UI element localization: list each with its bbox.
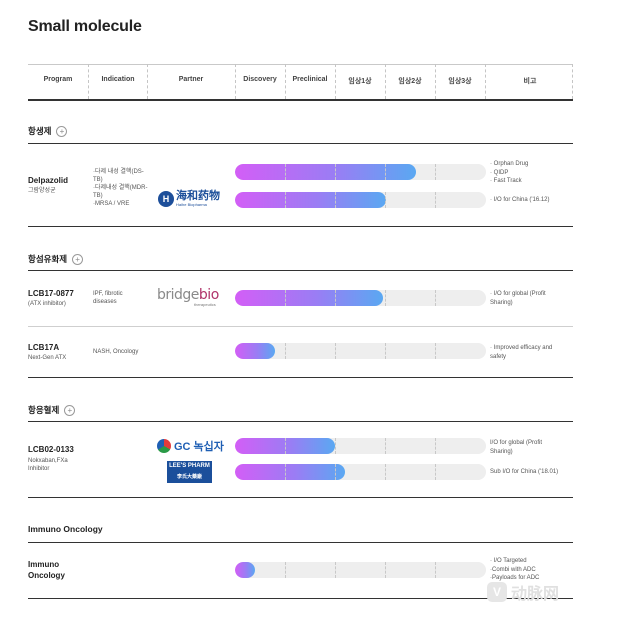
- watermark-text: 动脉网: [511, 586, 560, 603]
- section-header-immuno-oncology: Immuno Oncology: [28, 524, 103, 534]
- program-subtitle: (ATX inhibitor): [28, 301, 66, 307]
- section-divider: [28, 421, 573, 422]
- program-name: Immuno Oncology: [28, 560, 65, 580]
- remark-text: · Orphan Drug · QIDP · Fast Track: [490, 161, 529, 184]
- column-header-phase1: 임상1상: [348, 78, 372, 85]
- column-header-phase3: 임상3상: [448, 78, 472, 85]
- progress-fill: [235, 290, 384, 306]
- section-header-antifibrotics[interactable]: 항섬유화제 +: [28, 253, 84, 265]
- progress-bar: [235, 192, 486, 208]
- page-title: Small molecule: [28, 18, 142, 35]
- indication-text: NASH, Oncology: [93, 349, 139, 355]
- column-divider: [385, 64, 386, 99]
- column-header-program: Program: [43, 76, 73, 83]
- watermark-logo-icon: V: [487, 582, 507, 602]
- column-divider: [572, 64, 573, 99]
- partner-logo-gc: GC 녹십자: [157, 438, 224, 454]
- watermark: V 动脉网: [487, 580, 559, 604]
- progress-fill: [235, 464, 346, 480]
- program-subtitle: 그람양성균: [28, 188, 56, 194]
- column-divider: [485, 64, 486, 99]
- program-subtitle: Next-Gen ATX: [28, 355, 67, 361]
- progress-fill: [235, 562, 256, 578]
- program-name: LCB17A: [28, 343, 60, 352]
- section-title: 항섬유화제: [28, 254, 68, 264]
- section-divider: [28, 497, 573, 498]
- progress-bar: [235, 438, 486, 454]
- header-bottom-divider: [28, 99, 573, 101]
- column-header-discovery: Discovery: [243, 76, 277, 83]
- progress-bar: [235, 464, 486, 480]
- column-header-indication: Indication: [101, 76, 135, 83]
- partner-name: 海和药物: [176, 190, 220, 202]
- indication-text: IPF, fibrotic diseases: [93, 291, 123, 305]
- column-divider: [88, 64, 89, 99]
- expand-plus-icon[interactable]: +: [64, 404, 76, 416]
- column-divider: [285, 64, 286, 99]
- indication-text: ·다제 내성 결핵(DS-TB) ·다제내성 결핵(MDR-TB) ·MRSA …: [93, 169, 148, 207]
- remark-text: · I/O Targeted ·Combi with ADC ·Payloads…: [490, 558, 540, 581]
- gc-logo-icon: [157, 439, 171, 453]
- section-divider: [28, 226, 573, 227]
- column-header-remarks: 비고: [523, 78, 537, 85]
- program-name: LCB02-0133: [28, 445, 74, 454]
- program-name: LCB17-0877: [28, 289, 74, 298]
- column-header-partner: Partner: [178, 76, 204, 83]
- progress-bar: [235, 290, 486, 306]
- partner-logo-haihe: H 海和药物 Haihe Biopharma: [158, 191, 220, 207]
- haihe-logo-icon: H: [158, 191, 174, 207]
- progress-bar: [235, 562, 486, 578]
- partner-logo-lees-pharm: LEE'S PHARM 李氏大藥廠: [167, 461, 212, 483]
- remark-text: · Improved efficacy and safety: [490, 345, 553, 360]
- progress-bar: [235, 343, 486, 359]
- remark-text: I/O for global (Profit Sharing): [490, 440, 543, 455]
- remark-text: · I/O for global (Profit Sharing): [490, 291, 546, 306]
- column-divider: [147, 64, 148, 99]
- section-divider: [28, 143, 573, 144]
- section-title: 항응혈제: [28, 405, 60, 415]
- section-divider: [28, 542, 573, 543]
- progress-bar: [235, 164, 486, 180]
- header-top-divider: [28, 64, 573, 65]
- column-header-preclinical: Preclinical: [292, 76, 328, 83]
- section-divider: [28, 270, 573, 271]
- remark-text: · I/O for China ('16.12): [490, 197, 550, 203]
- column-divider: [435, 64, 436, 99]
- program-name: Delpazolid: [28, 176, 69, 185]
- column-header-phase2: 임상2상: [398, 78, 422, 85]
- row-divider: [28, 326, 573, 327]
- section-title: 항생제: [28, 126, 52, 136]
- section-divider: [28, 598, 573, 599]
- column-divider: [335, 64, 336, 99]
- progress-fill: [235, 164, 416, 180]
- partner-name: GC 녹십자: [174, 441, 224, 453]
- section-title: Immuno Oncology: [28, 524, 103, 534]
- remark-text: Sub I/O for China ('18.01): [490, 469, 559, 475]
- column-divider: [235, 64, 236, 99]
- progress-fill: [235, 192, 386, 208]
- section-divider: [28, 377, 573, 378]
- section-header-anticoagulants[interactable]: 항응혈제 +: [28, 404, 76, 416]
- partner-logo-subtitle: therapeutics: [194, 302, 216, 307]
- expand-plus-icon[interactable]: +: [56, 125, 68, 137]
- progress-fill: [235, 343, 276, 359]
- partner-logo-bridgebio: bridgebio: [157, 287, 219, 303]
- expand-plus-icon[interactable]: +: [72, 253, 84, 265]
- section-header-antibiotics[interactable]: 항생제 +: [28, 125, 68, 137]
- program-subtitle: Nokxaban,FXa Inhibitor: [28, 458, 68, 472]
